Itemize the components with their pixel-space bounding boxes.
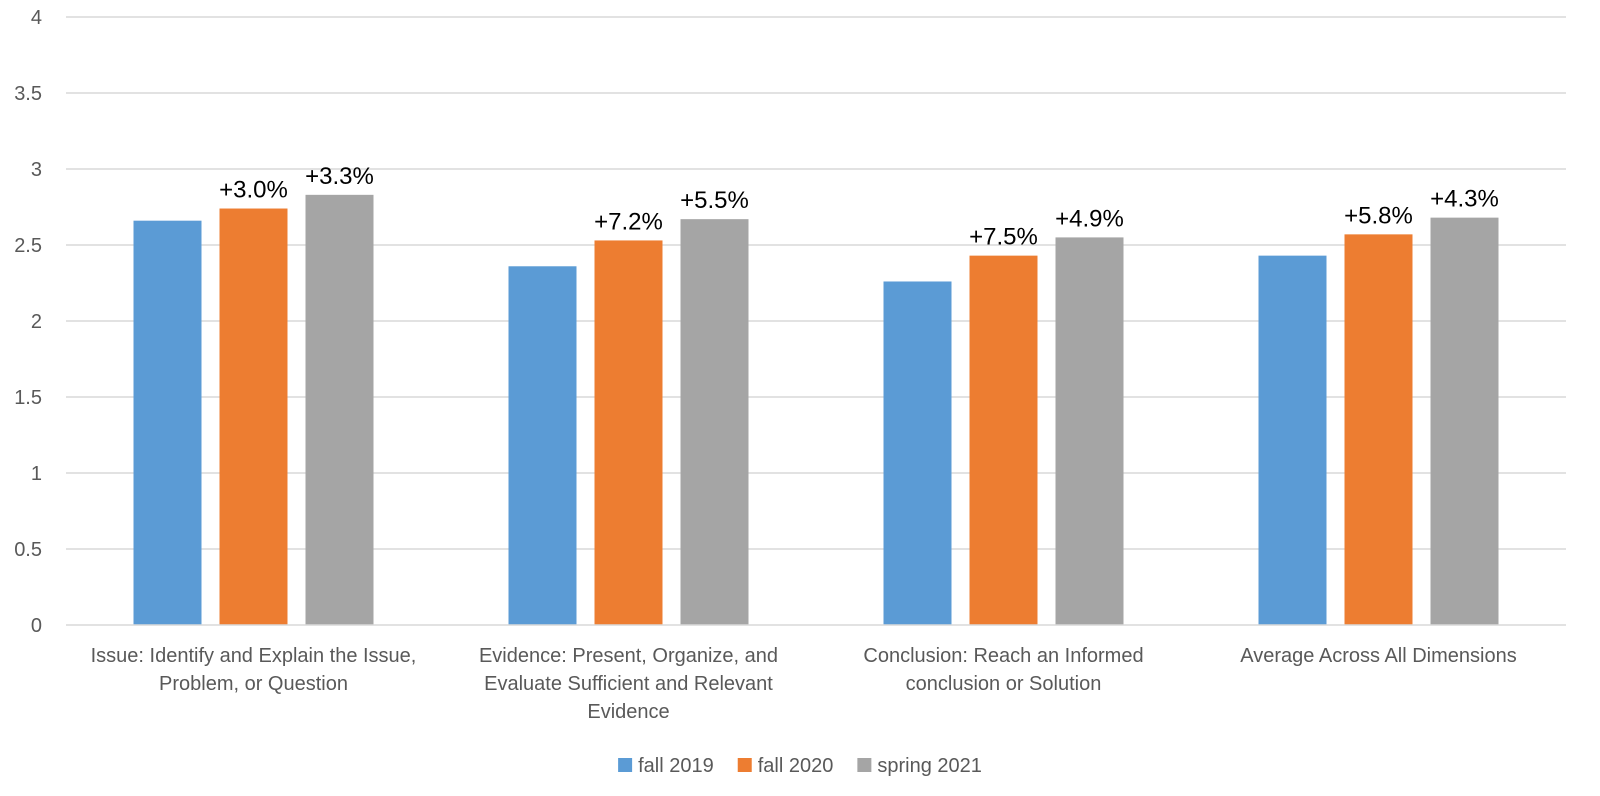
bar-spring-2021 — [305, 194, 374, 625]
data-label: +7.2% — [594, 208, 663, 235]
y-tick-label: 1.5 — [14, 387, 42, 409]
legend: fall 2019 fall 2020 spring 2021 — [618, 755, 982, 777]
data-labels: +3.0% +3.3% +7.2% +5.5% +7.5% +4.9% +5.8% +4.3% — [219, 163, 1499, 251]
y-tick-label: 2 — [31, 311, 42, 333]
data-label: +3.0% — [219, 177, 288, 204]
bar-fall-2020 — [219, 208, 288, 625]
legend-label: spring 2021 — [877, 755, 982, 777]
legend-label: fall 2019 — [638, 755, 714, 777]
x-category-label: Average Across All Dimensions — [1240, 645, 1516, 667]
y-tick-label: 2.5 — [14, 235, 42, 257]
data-label: +5.8% — [1344, 202, 1413, 229]
x-category-label: Evaluate Sufficient and Relevant — [484, 673, 773, 695]
x-category-label: Conclusion: Reach an Informed — [863, 645, 1143, 667]
legend-item-spring-2021: spring 2021 — [857, 755, 982, 777]
legend-item-fall-2019: fall 2019 — [618, 755, 714, 777]
y-tick-label: 0.5 — [14, 539, 42, 561]
bar-fall-2020 — [594, 240, 663, 625]
legend-label: fall 2020 — [758, 755, 834, 777]
y-tick-label: 0 — [31, 615, 42, 637]
y-axis: 0 0.5 1 1.5 2 2.5 3 3.5 4 — [14, 7, 42, 637]
x-category-label: conclusion or Solution — [906, 673, 1102, 695]
data-label: +5.5% — [680, 187, 749, 214]
legend-item-fall-2020: fall 2020 — [737, 755, 834, 777]
x-category-label: Issue: Identify and Explain the Issue, — [91, 645, 417, 667]
bar-fall-2019 — [133, 220, 202, 625]
bar-fall-2019 — [1258, 255, 1327, 625]
gridlines — [66, 16, 1566, 550]
bar-fall-2019 — [508, 266, 577, 625]
bars — [133, 194, 1499, 626]
bar-spring-2021 — [1055, 237, 1124, 625]
legend-swatch — [618, 758, 633, 772]
legend-swatch — [857, 758, 872, 772]
x-category-label: Evidence — [587, 701, 669, 723]
data-label: +4.9% — [1055, 205, 1124, 232]
y-tick-label: 3 — [31, 159, 42, 181]
bar-spring-2021 — [680, 219, 749, 625]
bar-fall-2020 — [1344, 234, 1413, 626]
data-label: +7.5% — [969, 224, 1038, 251]
y-tick-label: 4 — [31, 7, 42, 29]
x-category-label: Evidence: Present, Organize, and — [479, 645, 778, 667]
data-label: +4.3% — [1430, 186, 1499, 213]
y-tick-label: 1 — [31, 463, 42, 485]
x-category-label: Problem, or Question — [159, 673, 348, 695]
legend-swatch — [737, 758, 752, 772]
bar-fall-2020 — [969, 255, 1038, 625]
data-label: +3.3% — [305, 163, 374, 190]
x-axis: Issue: Identify and Explain the Issue, Pr… — [66, 624, 1566, 723]
bar-fall-2019 — [883, 281, 952, 625]
y-tick-label: 3.5 — [14, 83, 42, 105]
bar-spring-2021 — [1430, 217, 1499, 625]
